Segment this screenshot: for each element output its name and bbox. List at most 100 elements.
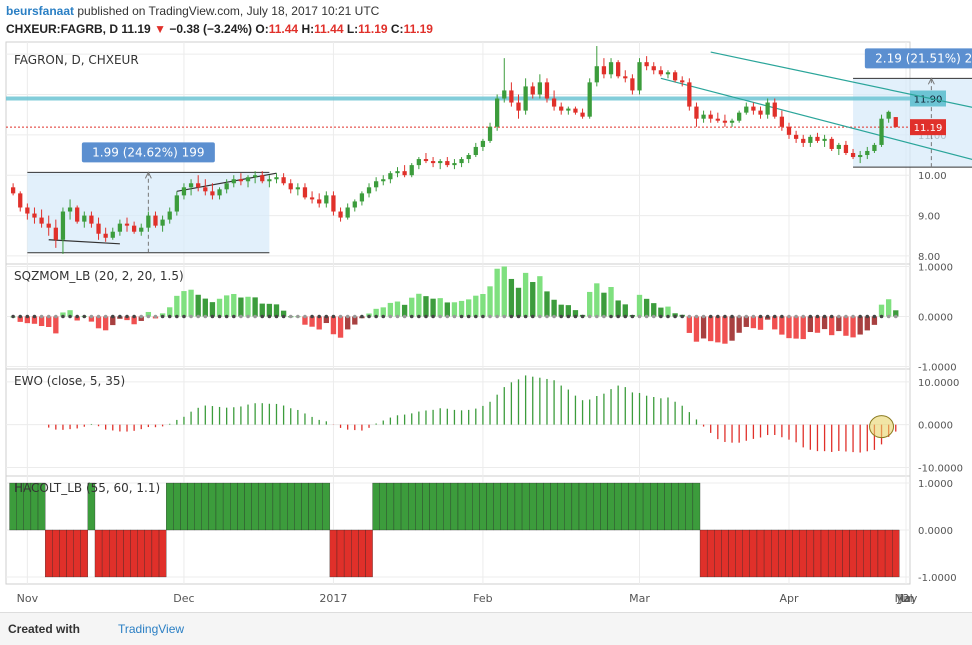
squeeze-dot — [473, 314, 478, 319]
hacolt-bar — [222, 482, 231, 531]
candle — [25, 207, 30, 214]
sqzmom-bar — [515, 287, 522, 317]
sqzmom-bar — [643, 298, 650, 317]
sqzmom-bar — [401, 304, 408, 317]
sqzmom-bar — [352, 316, 358, 325]
sqzmom-bar — [530, 282, 536, 317]
close-value: 11.19 — [403, 22, 433, 36]
sqzmom-bar — [444, 302, 450, 317]
highlight-circle — [869, 415, 895, 439]
hacolt-bar — [756, 529, 765, 578]
down-arrow-icon: ▼ — [154, 22, 166, 36]
hacolt-bar — [778, 529, 786, 578]
hacolt-bar — [464, 482, 473, 531]
squeeze-dot — [801, 314, 806, 319]
squeeze-dot — [360, 314, 364, 319]
squeeze-dot — [829, 314, 834, 319]
hacolt-bar — [578, 482, 587, 531]
squeeze-dot — [530, 314, 535, 319]
squeeze-dot — [758, 314, 763, 319]
sqzmom-bar — [280, 310, 287, 317]
hacolt-bar — [351, 529, 359, 578]
chart-canvas[interactable]: NovDec2017FebMarAprMayJunJul213.0012.001… — [0, 40, 972, 612]
hacolt-bar — [372, 482, 380, 531]
candle — [345, 207, 350, 218]
squeeze-dot — [253, 314, 257, 319]
hacolt-bar — [699, 529, 708, 578]
hacolt-bar — [187, 482, 195, 531]
sqzmom-bar — [843, 316, 849, 336]
high-label: H: — [301, 22, 315, 36]
candle — [117, 223, 123, 232]
candle — [274, 177, 279, 180]
sqzmom-bar — [608, 287, 614, 317]
hacolt-bar — [94, 529, 103, 578]
candle — [217, 189, 222, 196]
sqzmom-bar — [736, 316, 742, 333]
candle — [445, 161, 450, 166]
hacolt-bar — [742, 529, 750, 578]
hacolt-bar — [763, 529, 772, 578]
sqzmom-bar — [786, 316, 792, 339]
close-label: C: — [390, 22, 404, 36]
sqzmom-bar — [188, 289, 194, 317]
squeeze-dot — [466, 314, 471, 319]
candle — [395, 171, 400, 174]
sqzmom-bar — [487, 286, 493, 317]
hacolt-bar — [422, 482, 430, 531]
hacolt-bar — [728, 529, 736, 578]
squeeze-dot — [851, 314, 855, 319]
squeeze-dot — [381, 314, 386, 319]
hacolt-bar — [671, 482, 679, 531]
pane-title: SQZMOM_LB (20, 2, 20, 1.5) — [14, 269, 184, 283]
sqzmom-bar — [821, 316, 828, 330]
price-change: −0.38 (−3.24%) — [169, 22, 253, 36]
candle — [559, 106, 564, 111]
squeeze-dot — [609, 314, 613, 319]
sqzmom-bar — [53, 316, 59, 334]
candle — [523, 86, 528, 111]
candle — [366, 187, 372, 194]
sqzmom-bar — [829, 316, 835, 336]
squeeze-dot — [865, 314, 870, 319]
sqzmom-bar — [323, 316, 329, 324]
hacolt-bar — [849, 529, 857, 578]
sqzmom-bar — [387, 302, 394, 317]
sqzmom-bar — [743, 316, 749, 327]
sqzmom-bar — [60, 312, 66, 317]
sqzmom-bar — [572, 310, 579, 317]
x-tick-label: Nov — [17, 592, 39, 605]
squeeze-dot — [224, 314, 229, 319]
author-link[interactable]: beursfanaat — [6, 4, 75, 18]
hacolt-bar — [244, 482, 252, 531]
squeeze-dot — [808, 314, 813, 319]
sqzmom-bar — [558, 304, 564, 317]
sqzmom-bar — [46, 316, 52, 327]
hacolt-bar — [735, 529, 743, 578]
candle — [10, 187, 16, 194]
candle — [174, 195, 179, 212]
squeeze-dot — [651, 314, 656, 319]
hacolt-bar — [400, 482, 409, 531]
candle — [495, 98, 500, 127]
hacolt-bar — [714, 529, 722, 578]
squeeze-dot — [623, 314, 628, 319]
squeeze-dot — [580, 314, 585, 319]
candle — [231, 179, 236, 184]
candle — [103, 233, 108, 238]
sqzmom-bar — [273, 304, 280, 317]
sqzmom-bar — [423, 296, 429, 317]
tradingview-logo-link[interactable]: TradingView — [118, 622, 185, 636]
sqzmom-bar — [88, 316, 95, 322]
candle — [124, 223, 130, 226]
sqzmom-bar — [893, 310, 899, 317]
squeeze-dot — [210, 314, 215, 319]
sqzmom-bar — [700, 316, 707, 339]
sqzmom-bar — [708, 316, 714, 342]
hacolt-bar — [500, 482, 508, 531]
hacolt-bar — [287, 482, 295, 531]
squeeze-dot — [68, 314, 72, 319]
squeeze-dot — [488, 314, 492, 319]
last-price-tag-text: 11.19 — [914, 123, 943, 134]
channel-lower-line — [660, 77, 972, 160]
